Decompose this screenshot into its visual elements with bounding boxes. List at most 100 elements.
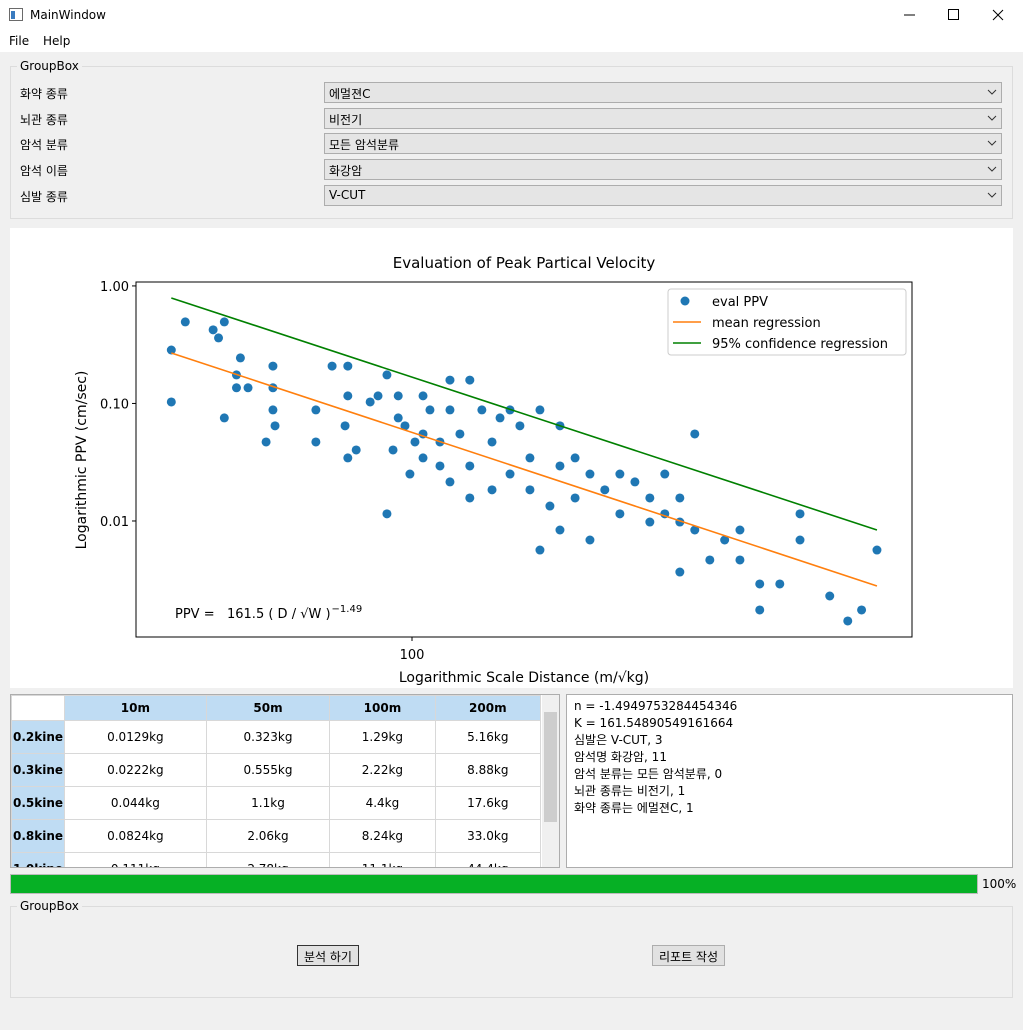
menu-item[interactable]: File [9, 34, 30, 48]
y-tick-label: 0.01 [100, 515, 129, 530]
log-box: n = -1.4949753284454346 K = 161.548905491… [566, 694, 1013, 868]
row-header: 0.2kine [11, 720, 66, 754]
plot-frame [135, 281, 913, 638]
table-row: 0.5kine 0.044kg 1.1kg 4.4kg 17.6kg [11, 786, 542, 820]
scatter-point [872, 545, 882, 555]
combo-box[interactable]: 비전기 [324, 107, 1002, 129]
scatter-point [705, 555, 715, 565]
scatter-point [487, 485, 497, 495]
scatter-point [825, 591, 835, 601]
table-cell: 44.4kg [434, 852, 542, 867]
table-cell: 0.323kg [205, 720, 331, 754]
table-cell: 0.0222kg [64, 753, 207, 787]
scatter-point [570, 493, 580, 503]
scatter-point [393, 391, 403, 401]
column-header: 10m [64, 695, 207, 721]
field-label: 암석 분류 [20, 138, 68, 153]
scatter-point [270, 421, 280, 431]
legend-label: 95% confidence regression [712, 337, 888, 352]
progress-track [10, 874, 978, 894]
log-line: 암석 분류는 모든 암석분류, 0 [574, 767, 723, 781]
scatter-point [525, 453, 535, 463]
row-header: 0.8kine [11, 819, 66, 853]
scatter-point [755, 605, 765, 615]
table-cell: 33.0kg [434, 819, 542, 853]
combo-value: 비전기 [329, 112, 363, 127]
scatter-point [570, 453, 580, 463]
scatter-point [465, 493, 475, 503]
scatter-point [365, 397, 375, 407]
menu-item[interactable]: Help [43, 34, 71, 48]
scatter-point [418, 453, 428, 463]
x-axis-label: Logarithmic Scale Distance (m/√kg) [399, 670, 649, 686]
scatter-point [675, 493, 685, 503]
log-line: 심발은 V-CUT, 3 [574, 733, 663, 747]
y-tick-label: 1.00 [100, 280, 129, 295]
table-row: 0.2kine 0.0129kg 0.323kg 1.29kg 5.16kg [11, 720, 542, 754]
scatter-point [615, 509, 625, 519]
table-cell: 2.78kg [205, 852, 331, 867]
form-group [10, 66, 1013, 219]
scatter-point [311, 437, 321, 447]
scatter-point [585, 469, 595, 479]
scatter-point [843, 616, 853, 626]
scatter-point [219, 413, 229, 423]
scatter-point [410, 437, 420, 447]
combo-box[interactable]: 화강암 [324, 159, 1002, 181]
combo-box[interactable]: 모든 암석분류 [324, 133, 1002, 155]
group-title: GroupBox [17, 59, 82, 73]
x-tick-label: 100 [400, 648, 425, 663]
table-row: 0.3kine 0.0222kg 0.555kg 2.22kg 8.88kg [11, 753, 542, 787]
combo-value: 모든 암석분류 [329, 138, 400, 153]
scatter-point [445, 375, 455, 385]
scatter-point [505, 469, 515, 479]
analyze-button[interactable]: 분석 하기 [297, 945, 359, 966]
field-label: 암석 이름 [20, 164, 68, 179]
combo-box[interactable]: 에멀젼C [324, 82, 1002, 103]
scatter-point [418, 391, 428, 401]
scatter-point [495, 413, 505, 423]
scatter-point [219, 317, 229, 327]
log-line: 화약 종류는 에멀젼C, 1 [574, 801, 694, 815]
scatter-point [425, 405, 435, 415]
scatter-point [455, 429, 465, 439]
table-cell: 4.4kg [329, 786, 436, 820]
table-cell: 2.06kg [205, 819, 331, 853]
scatter-point [487, 437, 497, 447]
scatter-point [775, 579, 785, 589]
log-line: 암석명 화강암, 11 [574, 750, 667, 764]
regression-line [171, 352, 878, 587]
header-row: 10m 50m 100m 200m [11, 695, 542, 721]
scatter-point [645, 493, 655, 503]
table-cell: 0.0824kg [64, 819, 207, 853]
result-table-frame: 10m 50m 100m 200m 0.2kine 0.0129kg 0.323kg 1.29… [10, 694, 560, 868]
scatter-point [208, 325, 218, 335]
scatter-point [311, 405, 321, 415]
row-header: 1.0kine [11, 852, 66, 867]
chevron [987, 89, 997, 95]
annotation-exponent: −1.49 [332, 604, 363, 615]
scatter-point [465, 375, 475, 385]
chart-panel: Evaluation of Peak Partical Velocity Log… [10, 228, 1013, 688]
y-axis-label: Logarithmic PPV (cm/sec) [74, 371, 90, 550]
scatter-point [343, 391, 353, 401]
scatter-point [690, 525, 700, 535]
column-header: 200m [434, 695, 542, 721]
table-cell: 5.16kg [434, 720, 542, 754]
scatter-point [555, 525, 565, 535]
window-title: MainWindow [30, 8, 106, 22]
scatter-point [373, 391, 383, 401]
table-cell: 8.24kg [329, 819, 436, 853]
combo-box[interactable]: V-CUT [324, 184, 1002, 206]
scatter-point [340, 421, 350, 431]
title-bar: MainWindow [0, 0, 1023, 30]
scatter-point [268, 361, 278, 371]
report-button[interactable]: 리포트 작성 [652, 945, 726, 966]
scatter-point [645, 517, 655, 527]
scatter-point [535, 545, 545, 555]
scatter-point [382, 509, 392, 519]
window-controls[interactable] [890, 0, 1023, 30]
row-header: 0.3kine [11, 753, 66, 787]
scrollbar[interactable] [542, 695, 559, 867]
